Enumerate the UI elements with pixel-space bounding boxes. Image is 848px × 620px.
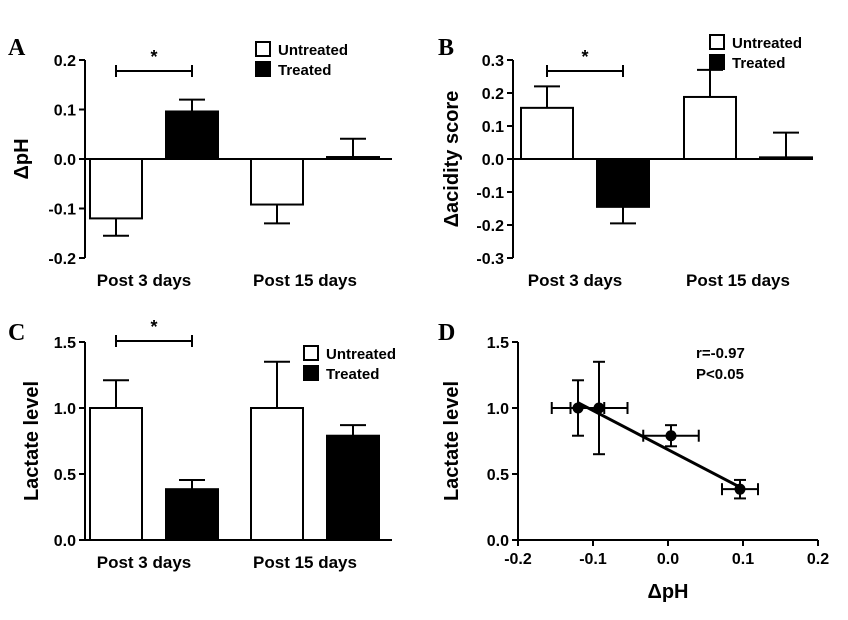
panel-letter: D	[438, 320, 455, 346]
y-axis-label: Lactate level	[441, 381, 463, 501]
y-tick-label: 1.5	[54, 335, 76, 352]
data-point	[665, 430, 677, 442]
bar-treated	[326, 434, 380, 541]
legend-swatch-treated	[255, 61, 271, 77]
legend-swatch-untreated	[303, 345, 319, 361]
y-tick-label: 0.0	[487, 533, 509, 550]
bar-untreated	[250, 158, 304, 206]
bar-untreated	[520, 106, 574, 160]
bar-untreated	[683, 95, 737, 160]
x-category-label: Post 3 days	[97, 271, 192, 290]
bar-treated	[165, 110, 219, 161]
y-tick-label: -0.3	[476, 251, 504, 268]
y-tick-label: 1.5	[487, 335, 509, 352]
bar-treated	[759, 156, 813, 161]
x-category-label: Post 15 days	[253, 271, 357, 290]
x-axis-label: ΔpH	[647, 581, 688, 603]
x-tick-label: 0.1	[732, 551, 754, 568]
y-axis-label: Lactate level	[21, 381, 43, 501]
y-tick-label: 1.0	[487, 401, 509, 418]
x-category-label: Post 3 days	[97, 553, 192, 572]
y-tick-label: -0.2	[48, 251, 76, 268]
x-category-label: Post 15 days	[686, 271, 790, 290]
bar-untreated	[89, 407, 143, 541]
stat-annotation: r=-0.97	[696, 345, 745, 362]
regression-line	[577, 401, 741, 489]
panel-letter: B	[438, 35, 454, 61]
x-category-label: Post 3 days	[528, 271, 623, 290]
panel-a: A -0.2 -0.1 0.0 0.1 0.2 ΔpH Post 3 days Post 15 …	[8, 35, 392, 290]
y-tick-label: -0.2	[476, 218, 504, 235]
x-tick-label: 0.2	[807, 551, 829, 568]
y-tick-label: 0.0	[54, 152, 76, 169]
x-tick-label: -0.2	[504, 551, 532, 568]
y-tick-label: 0.5	[487, 467, 509, 484]
y-tick-label: 0.1	[482, 119, 504, 136]
legend-label: Treated	[326, 366, 379, 383]
bar-untreated	[89, 158, 143, 220]
x-category-label: Post 15 days	[253, 553, 357, 572]
panel-d: D 0.0 0.5 1.0 1.5 -0.2 -0.1 0.0 0.1 0.2 Lactate le…	[438, 320, 829, 603]
legend-swatch-untreated	[255, 41, 271, 57]
legend-label: Treated	[278, 62, 331, 79]
bar-treated	[165, 488, 219, 541]
panel-letter: C	[8, 320, 25, 346]
bar-treated	[596, 158, 650, 208]
y-tick-label: -0.1	[476, 185, 504, 202]
panel-letter: A	[8, 35, 26, 61]
y-tick-label: 1.0	[54, 401, 76, 418]
y-tick-label: 0.2	[482, 86, 504, 103]
panel-b: B -0.3 -0.2 -0.1 0.0 0.1 0.2 0.3 Δacidity score P…	[438, 34, 813, 290]
y-tick-label: -0.1	[48, 202, 76, 219]
stat-annotation: P<0.05	[696, 366, 744, 383]
legend-label: Untreated	[326, 346, 396, 363]
y-tick-label: 0.3	[482, 53, 504, 70]
legend-label: Treated	[732, 55, 785, 72]
bar-untreated	[250, 407, 304, 541]
y-tick-label: 0.0	[482, 152, 504, 169]
legend-swatch-untreated	[709, 34, 725, 50]
y-tick-label: 0.1	[54, 103, 76, 120]
y-axis-label: Δacidity score	[441, 91, 463, 228]
legend-swatch-treated	[709, 54, 725, 70]
legend-label: Untreated	[278, 42, 348, 59]
x-tick-label: -0.1	[579, 551, 607, 568]
x-tick-label: 0.0	[657, 551, 679, 568]
significance-star: *	[150, 317, 157, 337]
legend-label: Untreated	[732, 35, 802, 52]
data-point	[593, 402, 605, 414]
panel-c: C 0.0 0.5 1.0 1.5 Lactate level Post 3 days Pos…	[8, 317, 396, 572]
y-axis-label: ΔpH	[11, 138, 33, 179]
y-tick-label: 0.5	[54, 467, 76, 484]
legend-swatch-treated	[303, 365, 319, 381]
bar-treated	[326, 156, 380, 161]
y-tick-label: 0.2	[54, 53, 76, 70]
significance-star: *	[581, 47, 588, 67]
y-tick-label: 0.0	[54, 533, 76, 550]
data-point	[734, 483, 746, 495]
significance-star: *	[150, 47, 157, 67]
